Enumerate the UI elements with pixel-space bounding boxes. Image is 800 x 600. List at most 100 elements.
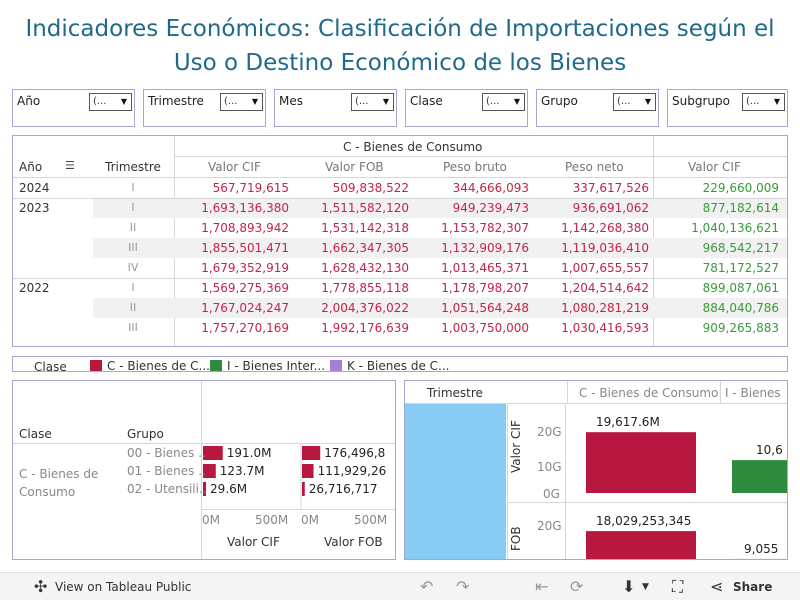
dropdown-value: (... bbox=[746, 96, 760, 107]
chevron-down-icon[interactable]: ▼ bbox=[642, 582, 649, 592]
fullscreen-icon[interactable]: ⛶ bbox=[672, 577, 684, 596]
row-peso-neto: 1,142,268,380 bbox=[561, 221, 649, 235]
row-year: 2023 bbox=[19, 201, 50, 215]
cif-tick-20g: 20G bbox=[537, 425, 562, 439]
divider bbox=[565, 404, 566, 559]
row-quarter: II bbox=[129, 221, 137, 234]
revert-icon[interactable]: ⇤ bbox=[535, 577, 549, 596]
legend-clase: Clase C - Bienes de C... I - Bienes Inte… bbox=[12, 356, 788, 372]
bar-fob-2[interactable] bbox=[302, 482, 305, 496]
redo-icon[interactable]: ↷ bbox=[456, 577, 470, 596]
bar-cif-1[interactable] bbox=[203, 464, 216, 478]
row-peso-neto: 936,691,062 bbox=[572, 201, 649, 215]
dropdown-value: (... bbox=[224, 96, 238, 107]
group-label-0[interactable]: 00 - Bienes .. bbox=[127, 446, 206, 460]
tableau-toolbar: ✣ View on Tableau Public ↶ ↷ ⇤ ⟳ ⬇ ▼ ⛶ ⋖… bbox=[0, 572, 800, 600]
row-extra-cif: 877,182,614 bbox=[702, 201, 779, 215]
row-peso-neto: 1,204,514,642 bbox=[561, 281, 649, 295]
cif-tick-10g: 10G bbox=[537, 460, 562, 474]
bar-fob-1[interactable] bbox=[302, 464, 314, 478]
col-header-extra-cif[interactable]: Valor CIF bbox=[688, 160, 741, 174]
row-valor-fob: 1,531,142,318 bbox=[321, 221, 409, 235]
bar-fob-1[interactable] bbox=[732, 558, 788, 560]
dropdown-value: (... bbox=[93, 96, 107, 107]
row-valor-fob: 1,992,176,639 bbox=[321, 321, 409, 335]
col-header-year[interactable]: Año bbox=[19, 160, 43, 174]
filter-mes-dropdown[interactable]: (... ▼ bbox=[351, 93, 394, 111]
filter-mes: Mes (... ▼ bbox=[274, 89, 397, 127]
title-line-1: Indicadores Económicos: Clasificación de… bbox=[25, 16, 775, 42]
group-label-1[interactable]: 01 - Bienes .. bbox=[127, 464, 206, 478]
row-valor-cif: 1,679,352,919 bbox=[201, 261, 289, 275]
share-icon[interactable]: ⋖ bbox=[710, 577, 724, 596]
dropdown-value: (... bbox=[486, 96, 500, 107]
row-year: 2022 bbox=[19, 281, 50, 295]
chevron-down-icon: ▼ bbox=[644, 97, 651, 106]
filter-anio-dropdown[interactable]: (... ▼ bbox=[89, 93, 132, 111]
col-header-fob[interactable]: Valor FOB bbox=[325, 160, 384, 174]
row-extra-cif: 909,265,883 bbox=[702, 321, 779, 335]
divider bbox=[174, 156, 787, 157]
row-stripe bbox=[93, 298, 787, 318]
tableau-logo-icon: ✣ bbox=[34, 577, 48, 596]
chevron-down-icon: ▼ bbox=[120, 97, 127, 106]
filter-clase-dropdown[interactable]: (... ▼ bbox=[482, 93, 525, 111]
bar-fob-0[interactable] bbox=[586, 531, 696, 560]
view-on-tableau-link[interactable]: View on Tableau Public bbox=[55, 580, 192, 594]
bar-cif-0[interactable] bbox=[203, 446, 223, 460]
group-label-2[interactable]: 02 - Utensili.. bbox=[127, 482, 207, 496]
row-quarter: III bbox=[128, 321, 138, 334]
row-valor-cif: 1,708,893,942 bbox=[201, 221, 289, 235]
share-button[interactable]: Share bbox=[733, 580, 773, 594]
divider bbox=[201, 509, 395, 510]
legend-swatch bbox=[330, 360, 342, 371]
trimestre-selection-highlight[interactable] bbox=[405, 404, 506, 559]
col-header-c: C - Bienes de Consumo bbox=[579, 386, 719, 400]
filter-trimestre-dropdown[interactable]: (... ▼ bbox=[220, 93, 263, 111]
row-valor-fob: 1,511,582,120 bbox=[321, 201, 409, 215]
col-header-quarter[interactable]: Trimestre bbox=[105, 160, 161, 174]
row-peso-bruto: 1,051,564,248 bbox=[441, 301, 529, 315]
filter-label: Clase bbox=[410, 94, 443, 108]
row-valor-fob: 509,838,522 bbox=[332, 181, 409, 195]
row-peso-neto: 1,119,036,410 bbox=[561, 241, 649, 255]
axis-tick-fob-500: 500M bbox=[354, 513, 388, 527]
legend-item-i[interactable]: I - Bienes Inter... bbox=[227, 359, 326, 372]
sort-icon[interactable]: ☰ bbox=[65, 159, 75, 172]
chevron-down-icon: ▼ bbox=[382, 97, 389, 106]
refresh-icon[interactable]: ⟳ bbox=[570, 577, 584, 596]
row-quarter: I bbox=[131, 201, 135, 214]
filter-label: Trimestre bbox=[148, 94, 204, 108]
download-icon[interactable]: ⬇ bbox=[622, 577, 636, 596]
legend-item-k[interactable]: K - Bienes de C... bbox=[347, 359, 450, 372]
divider bbox=[567, 381, 568, 403]
crosstab-panel: C - Bienes de Consumo Año ☰ Trimestre Va… bbox=[12, 135, 788, 347]
col-header-trimestre: Trimestre bbox=[427, 386, 483, 400]
row-extra-cif: 884,040,786 bbox=[702, 301, 779, 315]
filter-grupo-dropdown[interactable]: (... ▼ bbox=[613, 93, 656, 111]
bar-label-fob-2: 26,716,717 bbox=[309, 482, 378, 496]
row-valor-cif: 1,569,275,369 bbox=[201, 281, 289, 295]
row-peso-neto: 1,030,416,593 bbox=[561, 321, 649, 335]
divider bbox=[508, 502, 787, 503]
bar-cif-1[interactable] bbox=[732, 460, 788, 493]
legend-item-c[interactable]: C - Bienes de C... bbox=[107, 359, 210, 372]
axis-tick-cif-500: 500M bbox=[255, 513, 289, 527]
row-year: 2024 bbox=[19, 181, 50, 195]
filter-label: Mes bbox=[279, 94, 303, 108]
col-header-cif[interactable]: Valor CIF bbox=[208, 160, 261, 174]
col-header-i: I - Bienes bbox=[725, 386, 781, 400]
filter-label: Grupo bbox=[541, 94, 578, 108]
row-peso-bruto: 1,178,798,207 bbox=[441, 281, 529, 295]
bar-cif-0[interactable] bbox=[586, 432, 696, 493]
col-header-peso-bruto[interactable]: Peso bruto bbox=[443, 160, 507, 174]
col-header-peso-neto[interactable]: Peso neto bbox=[565, 160, 624, 174]
bar-label-cif-2: 29.6M bbox=[210, 482, 247, 496]
undo-icon[interactable]: ↶ bbox=[420, 577, 434, 596]
clase-label-line1: C - Bienes de bbox=[19, 467, 99, 481]
filter-subgrupo-dropdown[interactable]: (... ▼ bbox=[742, 93, 785, 111]
bar-cif-2[interactable] bbox=[203, 482, 207, 496]
bar-fob-0[interactable] bbox=[302, 446, 321, 460]
group-bars-svg: 00 - Bienes .. 01 - Bienes .. 02 - Utensil… bbox=[127, 444, 386, 509]
filter-subgrupo: Subgrupo (... ▼ bbox=[667, 89, 788, 127]
